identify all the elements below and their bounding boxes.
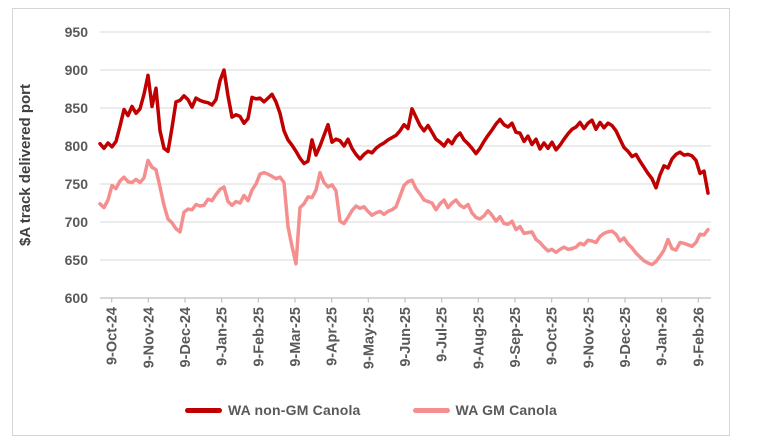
svg-text:9-May-25: 9-May-25 (361, 307, 377, 369)
plot-area: 950 900 850 800 750 700 650 600 9-Oct-24 9-Nov-24… (65, 24, 711, 369)
svg-text:650: 650 (65, 252, 89, 268)
svg-text:9-Sep-25: 9-Sep-25 (508, 307, 524, 367)
svg-text:9-Jan-25: 9-Jan-25 (215, 307, 231, 366)
svg-text:9-Apr-25: 9-Apr-25 (325, 307, 341, 366)
svg-text:900: 900 (65, 62, 89, 78)
svg-text:9-Oct-24: 9-Oct-24 (105, 307, 121, 365)
svg-text:9-Mar-25: 9-Mar-25 (288, 307, 304, 367)
svg-text:9-Jun-25: 9-Jun-25 (398, 307, 414, 367)
legend-label-gm: WA GM Canola (455, 402, 557, 418)
svg-text:9-Jul-25: 9-Jul-25 (435, 307, 451, 362)
svg-text:9-Dec-25: 9-Dec-25 (618, 307, 634, 367)
svg-text:9-Aug-25: 9-Aug-25 (471, 307, 487, 369)
svg-text:9-Feb-25: 9-Feb-25 (251, 307, 267, 367)
legend-swatch-non-gm-icon (184, 407, 222, 413)
svg-text:600: 600 (65, 290, 89, 306)
svg-text:700: 700 (65, 214, 89, 230)
svg-text:850: 850 (65, 100, 89, 116)
legend-swatch-gm-icon (412, 407, 450, 413)
legend-item-non-gm: WA non-GM Canola (184, 402, 361, 418)
svg-text:800: 800 (65, 138, 89, 154)
legend-item-gm: WA GM Canola (412, 402, 557, 418)
svg-text:9-Dec-24: 9-Dec-24 (178, 307, 194, 367)
svg-text:950: 950 (65, 24, 89, 40)
svg-text:750: 750 (65, 176, 89, 192)
svg-text:9-Jan-26: 9-Jan-26 (655, 307, 671, 366)
svg-text:9-Nov-24: 9-Nov-24 (141, 307, 157, 368)
legend: WA non-GM Canola WA GM Canola (12, 402, 730, 418)
svg-text:9-Nov-25: 9-Nov-25 (581, 307, 597, 368)
y-axis-title: $A track delivered port (17, 84, 34, 246)
svg-text:9-Oct-25: 9-Oct-25 (545, 307, 561, 365)
legend-label-non-gm: WA non-GM Canola (227, 402, 361, 418)
svg-text:9-Feb-26: 9-Feb-26 (691, 307, 707, 367)
